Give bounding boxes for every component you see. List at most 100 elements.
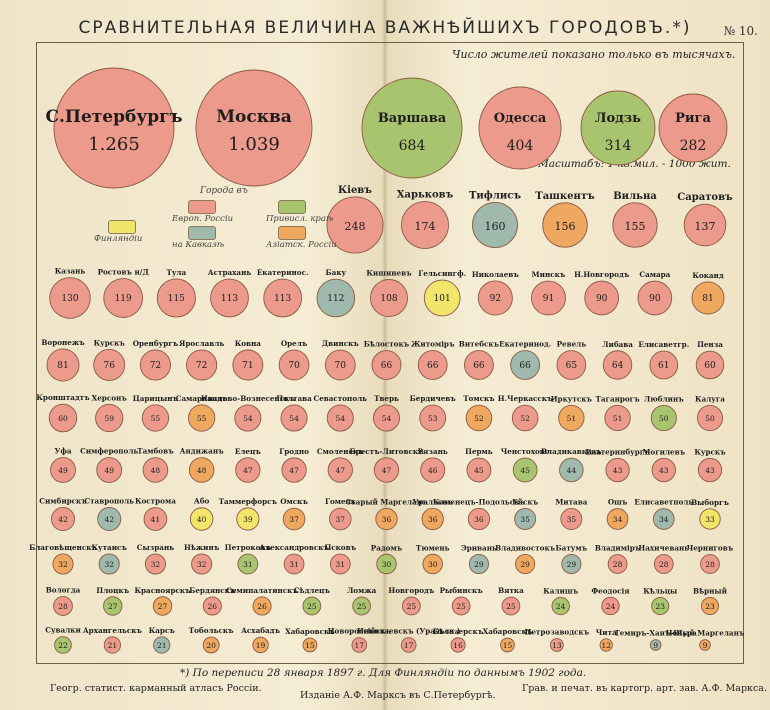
city-name: Бердянскъ	[189, 586, 236, 595]
city-circle	[316, 278, 356, 318]
city-name: Варшава	[378, 111, 447, 126]
city-name: Кишиневъ	[366, 269, 412, 278]
city-value: 48	[197, 466, 207, 475]
city-value: 404	[507, 138, 534, 154]
city-value: 28	[58, 602, 68, 611]
city-value: 28	[659, 560, 669, 569]
city-value: 101	[434, 294, 451, 304]
city-name: Митава	[555, 497, 587, 506]
city-value: 71	[242, 361, 253, 371]
city-name: Старый Маргеланъ	[345, 497, 427, 506]
city-name: Ошъ	[608, 498, 628, 507]
city-value: 31	[243, 560, 253, 569]
city-circle	[236, 507, 260, 531]
city-circle	[549, 638, 564, 652]
city-value: 54	[289, 414, 299, 423]
city-circle	[700, 554, 720, 574]
city-118: Асхабадъ 19	[241, 626, 280, 654]
city-circle	[195, 69, 313, 187]
city-value: 25	[307, 602, 317, 611]
city-22: Н.Новгородъ 90	[574, 270, 630, 316]
city-circle	[361, 77, 463, 179]
city-2: Варшава 684	[361, 77, 463, 179]
city-value: 65	[566, 361, 578, 371]
city-47: Тверь 54	[372, 394, 401, 432]
city-name: Екатеринод.	[499, 340, 551, 349]
city-105: Сѣдлецъ 25	[294, 586, 330, 616]
city-value: 51	[567, 414, 577, 423]
city-circle	[278, 349, 310, 381]
city-116: Карсъ 21	[149, 626, 175, 654]
city-value: 53	[428, 414, 438, 423]
city-name: Омскъ	[280, 497, 308, 506]
city-50: Н.Черкасскъ 52	[498, 394, 553, 432]
city-circle	[142, 457, 169, 483]
city-100: Вологда 28	[46, 586, 81, 616]
city-name: Елецъ	[235, 447, 261, 456]
legend-swatch-fin	[108, 220, 136, 234]
city-name: Харьковъ	[397, 190, 454, 201]
city-31: Двинскъ 70	[322, 339, 359, 381]
city-circle	[419, 404, 447, 432]
city-value: 160	[485, 220, 506, 233]
city-28: Ярославль 72	[179, 339, 224, 381]
city-circle	[561, 553, 582, 575]
city-value: 22	[58, 641, 68, 650]
city-value: 36	[428, 515, 438, 524]
city-21: Минскъ 91	[531, 270, 566, 316]
city-circle	[370, 279, 408, 317]
city-value: 37	[336, 515, 346, 524]
city-value: 314	[605, 138, 632, 154]
city-circle	[144, 553, 166, 575]
city-87: Сызрань 32	[137, 543, 174, 575]
city-value: 174	[415, 220, 436, 233]
city-44: Иваново-Вознесенскъ 54	[201, 394, 295, 432]
city-value: 27	[158, 602, 168, 611]
city-name: Царицынъ	[133, 394, 179, 403]
city-value: 54	[336, 414, 346, 423]
city-value: 15	[503, 641, 513, 650]
city-64: Пермь 45	[465, 447, 493, 483]
city-circle	[188, 457, 215, 483]
city-name: Москва	[216, 107, 292, 127]
city-name: Воронежъ	[41, 338, 85, 347]
city-value: 37	[289, 515, 299, 524]
city-value: 29	[474, 560, 484, 569]
engraver: Грав. и печат. въ картогр. арт. зав. А.Ф…	[522, 683, 767, 694]
city-name: Вологда	[46, 586, 81, 595]
city-name: Екатеринос.	[257, 268, 309, 277]
city-value: 48	[151, 466, 161, 475]
city-13: Ростовъ н/Д 119	[98, 268, 150, 318]
city-circle	[53, 67, 175, 189]
city-125: Чита 12	[596, 628, 617, 652]
city-15: Астрахань 113	[208, 268, 251, 318]
city-name: Екатеринбургъ	[585, 447, 650, 456]
city-circle	[152, 596, 173, 616]
city-circle	[48, 403, 78, 433]
city-name: Выборгъ	[691, 498, 729, 507]
city-name: Сувалки	[45, 626, 81, 635]
city-name: Бѣлостокъ	[364, 340, 410, 349]
city-value: 32	[197, 560, 207, 569]
city-circle	[329, 553, 351, 575]
city-name: Кiевъ	[338, 185, 372, 196]
city-value: 130	[61, 294, 78, 304]
city-74: Таммерфорсъ 39	[219, 497, 277, 531]
city-99: Черниговъ 28	[687, 544, 734, 574]
city-circle	[103, 636, 121, 654]
city-23: Самара 90	[637, 270, 673, 316]
legend-swatch-asi	[278, 226, 306, 240]
city-circle	[477, 280, 513, 316]
city-circle	[652, 508, 675, 530]
city-value: 19	[256, 641, 266, 650]
city-circle	[103, 596, 123, 616]
city-value: 9	[653, 641, 658, 650]
city-circle	[466, 457, 492, 483]
city-name: Вѣрный	[693, 586, 728, 595]
city-value: 16	[453, 641, 463, 650]
city-value: 35	[567, 515, 577, 524]
legend-label-cau: на Кавказѣ	[172, 240, 225, 250]
city-circle	[612, 202, 658, 248]
city-value: 70	[335, 361, 347, 371]
city-name: Ростовъ н/Д	[98, 268, 150, 277]
